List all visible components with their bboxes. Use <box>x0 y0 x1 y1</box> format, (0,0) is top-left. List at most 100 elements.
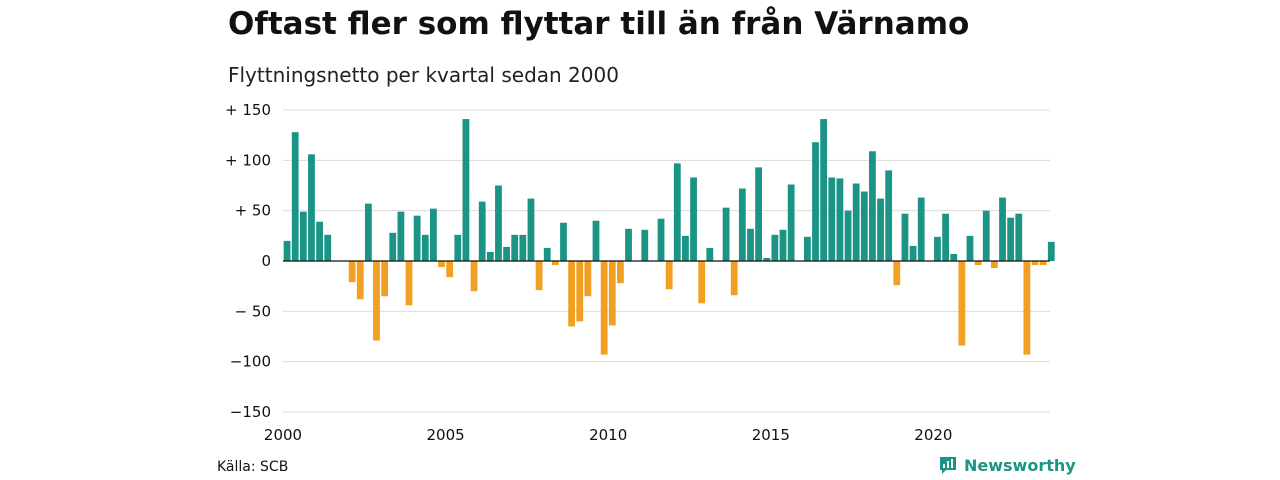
bar <box>551 261 559 266</box>
bar <box>1031 261 1039 266</box>
bar <box>503 246 510 261</box>
bar <box>869 151 876 261</box>
bar <box>771 234 779 261</box>
bar <box>982 210 990 261</box>
bar <box>600 261 608 355</box>
bar <box>608 261 616 326</box>
bar <box>438 261 445 268</box>
bar <box>787 184 795 261</box>
bar <box>885 170 893 261</box>
bar <box>511 234 519 261</box>
bar <box>299 211 307 261</box>
bar <box>495 185 502 261</box>
bar <box>625 228 632 261</box>
bar <box>950 253 958 261</box>
bar <box>430 208 437 261</box>
bar-chart: + 150 + 100 + 50 0 − 50 −100 −150 2000 2005 2010… <box>225 101 1055 444</box>
chart-title: Oftast fler som flyttar till än från Vär… <box>228 6 970 42</box>
newsworthy-logo: Newsworthy <box>938 455 1076 475</box>
bar <box>543 247 551 261</box>
bar <box>308 154 315 261</box>
bar <box>1015 213 1023 261</box>
bar <box>706 247 714 261</box>
newsworthy-logo-icon <box>940 457 956 474</box>
bar <box>803 236 811 261</box>
bar <box>901 213 909 261</box>
bar <box>665 261 673 290</box>
bar <box>1023 261 1031 355</box>
bar <box>446 261 454 278</box>
bar <box>405 261 413 306</box>
bar <box>844 210 852 261</box>
x-tick-label: 2015 <box>752 426 790 444</box>
bar <box>641 229 649 261</box>
bar <box>990 261 998 269</box>
y-tick-label: 0 <box>261 252 271 270</box>
y-tick-label: −150 <box>230 403 271 421</box>
bar <box>673 163 681 261</box>
bar <box>698 261 706 304</box>
bar <box>421 234 429 261</box>
bar <box>836 178 844 261</box>
bar <box>1039 261 1047 266</box>
bar <box>779 229 787 261</box>
bar <box>324 234 332 261</box>
bar <box>917 197 925 261</box>
bar <box>316 221 323 261</box>
bar <box>527 198 535 261</box>
x-tick-label: 2020 <box>914 426 952 444</box>
bar <box>852 183 860 261</box>
x-tick-label: 2010 <box>589 426 627 444</box>
y-tick-label: + 100 <box>225 151 271 169</box>
bar <box>877 198 884 261</box>
bar <box>1047 241 1055 261</box>
bar <box>364 203 372 261</box>
bar <box>389 232 397 261</box>
bar <box>893 261 901 286</box>
bar <box>690 177 697 261</box>
bar <box>755 167 762 261</box>
chart-subtitle: Flyttningsnetto per kvartal sedan 2000 <box>228 63 619 87</box>
bar <box>356 261 364 300</box>
bar <box>763 257 771 261</box>
y-tick-label: + 50 <box>235 202 271 220</box>
bar <box>373 261 380 341</box>
bar <box>454 234 462 261</box>
bar <box>1007 217 1015 261</box>
bar <box>860 191 868 261</box>
bar <box>812 142 819 261</box>
bar <box>730 261 738 296</box>
bar <box>657 218 665 261</box>
bar <box>576 261 584 322</box>
bar <box>682 235 689 261</box>
bar <box>470 261 478 292</box>
bar <box>413 215 421 261</box>
bar <box>568 261 576 327</box>
bar <box>909 245 917 261</box>
x-axis-tick-labels: 2000 2005 2010 2015 2020 <box>264 426 953 444</box>
x-tick-label: 2000 <box>264 426 302 444</box>
bar <box>486 251 494 261</box>
bar <box>560 222 567 261</box>
bar <box>291 132 299 261</box>
bar <box>738 188 746 261</box>
bar <box>535 261 543 291</box>
bar <box>820 119 828 261</box>
bar <box>584 261 592 297</box>
y-axis-tick-labels: + 150 + 100 + 50 0 − 50 −100 −150 <box>225 101 271 421</box>
bar <box>348 261 356 283</box>
y-tick-label: + 150 <box>225 101 271 119</box>
bar <box>722 207 730 261</box>
bar <box>617 261 624 284</box>
newsworthy-logo-text: Newsworthy <box>964 455 1076 475</box>
bars <box>283 119 1055 355</box>
bar <box>381 261 389 297</box>
bar <box>966 235 974 261</box>
y-tick-label: − 50 <box>235 302 271 320</box>
bar <box>828 177 836 261</box>
bar <box>519 234 527 261</box>
source-note: Källa: SCB <box>217 459 289 475</box>
y-tick-label: −100 <box>230 353 271 371</box>
bar <box>462 119 470 261</box>
bar <box>592 220 600 261</box>
